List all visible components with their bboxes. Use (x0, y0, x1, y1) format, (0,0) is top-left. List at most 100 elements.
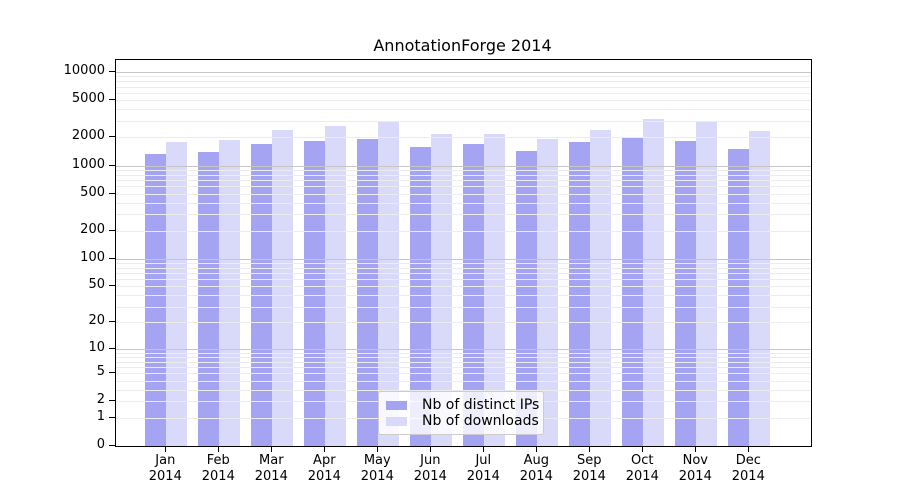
gridline-10 (116, 348, 811, 350)
gridline-100 (116, 258, 811, 260)
bar-ips-jun (410, 146, 432, 446)
gridline-4 (116, 380, 811, 382)
gridline-9 (116, 352, 811, 354)
legend-label-downloads: Nb of downloads (422, 413, 539, 429)
bar-downloads-feb (219, 139, 241, 446)
chart-title: AnnotationForge 2014 (373, 36, 552, 55)
y-tick-20 (109, 321, 115, 323)
gridline-3000 (116, 120, 811, 122)
bar-ips-apr (304, 140, 326, 446)
gridline-6 (116, 367, 811, 368)
x-tick-label-jun: Jun 2014 (413, 453, 447, 484)
bar-downloads-jan (166, 142, 188, 446)
x-tick-label-mar: Mar 2014 (254, 453, 288, 484)
x-tick-label-nov: Nov 2014 (678, 453, 712, 484)
x-tick-aug (536, 446, 538, 452)
bar-downloads-nov (696, 122, 718, 446)
x-tick-feb (218, 446, 220, 452)
gridline-400 (116, 202, 811, 204)
bar-ips-dec (728, 149, 750, 446)
y-tick-1 (109, 416, 115, 418)
gridline-500 (116, 193, 811, 195)
y-tick-label-2: 2 (96, 392, 105, 408)
gridline-6000 (116, 92, 811, 94)
x-tick-label-aug: Aug 2014 (519, 453, 553, 484)
legend-swatch-downloads (386, 416, 407, 426)
legend: Nb of distinct IPs Nb of downloads (378, 391, 544, 435)
gridline-10000 (116, 72, 811, 73)
y-tick-label-2000: 2000 (71, 128, 105, 144)
y-tick-label-10: 10 (88, 339, 105, 355)
gridline-900 (116, 169, 811, 171)
gridline-5 (116, 373, 811, 375)
x-tick-label-dec: Dec 2014 (731, 453, 765, 484)
y-tick-500 (109, 192, 115, 194)
y-tick-50 (109, 285, 115, 287)
gridline-60 (116, 279, 811, 281)
gridline-300 (116, 214, 811, 216)
gridline-50 (116, 286, 811, 288)
y-tick-10000 (109, 71, 115, 72)
y-tick-100 (109, 257, 115, 259)
y-tick-label-5: 5 (96, 364, 105, 380)
x-tick-label-sep: Sep 2014 (572, 453, 606, 484)
gridline-80 (116, 267, 811, 269)
bar-ips-nov (675, 140, 697, 446)
gridline-8 (116, 356, 811, 358)
y-tick-1000 (109, 164, 115, 166)
y-tick-label-1000: 1000 (71, 156, 105, 172)
y-tick-label-5000: 5000 (71, 91, 105, 107)
x-tick-sep (589, 446, 591, 452)
gridline-1000 (116, 165, 811, 167)
y-tick-label-100: 100 (80, 249, 105, 265)
y-tick-label-1: 1 (96, 408, 105, 424)
x-tick-nov (695, 446, 697, 452)
x-tick-label-feb: Feb 2014 (201, 453, 235, 484)
gridline-200 (116, 230, 811, 232)
legend-row-downloads: Nb of downloads (386, 413, 539, 429)
plot-area (115, 59, 812, 447)
bar-ips-oct (622, 137, 644, 446)
x-tick-jan (165, 446, 167, 452)
gridline-5000 (116, 100, 811, 102)
gridline-600 (116, 186, 811, 188)
legend-swatch-distinct-ips (386, 400, 407, 410)
x-tick-oct (642, 446, 644, 452)
legend-label-distinct-ips: Nb of distinct IPs (422, 397, 540, 413)
y-tick-label-50: 50 (88, 277, 105, 293)
gridline-7 (116, 361, 811, 363)
bar-downloads-jul (484, 134, 506, 446)
gridline-70 (116, 272, 811, 274)
x-tick-mar (271, 446, 273, 452)
gridline-7000 (116, 86, 811, 88)
y-tick-0 (109, 445, 115, 446)
x-tick-apr (324, 446, 326, 452)
y-tick-label-20: 20 (88, 313, 105, 329)
x-tick-jun (430, 446, 432, 452)
x-tick-dec (748, 446, 750, 452)
bar-ips-jan (145, 154, 167, 446)
bar-downloads-sep (590, 129, 612, 446)
y-tick-label-500: 500 (80, 184, 105, 200)
gridline-700 (116, 179, 811, 181)
bar-ips-aug (516, 150, 538, 446)
x-tick-label-jul: Jul 2014 (466, 453, 500, 484)
bar-downloads-aug (537, 139, 559, 446)
gridline-40 (116, 295, 811, 297)
y-tick-200 (109, 229, 115, 231)
gridline-30 (116, 306, 811, 308)
y-tick-label-200: 200 (80, 221, 105, 237)
y-tick-2 (109, 400, 115, 402)
legend-row-distinct-ips: Nb of distinct IPs (386, 397, 539, 413)
x-tick-may (377, 446, 379, 452)
bar-ips-mar (251, 143, 273, 446)
bar-ips-may (357, 138, 379, 446)
bar-downloads-dec (749, 131, 771, 446)
bar-downloads-oct (643, 118, 665, 446)
y-tick-2000 (109, 136, 115, 138)
x-tick-label-apr: Apr 2014 (307, 453, 341, 484)
x-tick-label-oct: Oct 2014 (625, 453, 659, 484)
gridline-8000 (116, 81, 811, 83)
gridline-9000 (116, 76, 811, 78)
